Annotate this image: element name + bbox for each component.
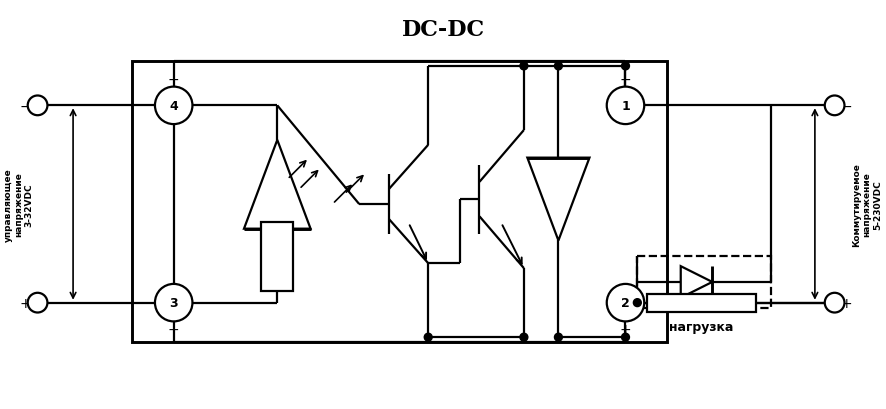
Text: −: − — [167, 72, 180, 87]
Text: нагрузка: нагрузка — [669, 320, 734, 333]
Circle shape — [607, 284, 644, 321]
Circle shape — [555, 63, 563, 71]
Circle shape — [825, 293, 844, 313]
Circle shape — [155, 284, 192, 321]
Text: 4: 4 — [169, 100, 178, 112]
Circle shape — [825, 96, 844, 116]
Text: 3: 3 — [169, 297, 178, 309]
Bar — [647, 294, 756, 312]
Text: Коммутируемое
напряжение
5-230VDC: Коммутируемое напряжение 5-230VDC — [852, 163, 882, 246]
Circle shape — [155, 88, 192, 125]
Text: управляющее
напряжение
3-32VDC: управляющее напряжение 3-32VDC — [4, 168, 34, 241]
Bar — [637, 257, 771, 308]
Circle shape — [424, 333, 432, 341]
Circle shape — [27, 293, 48, 313]
Text: +: + — [841, 296, 852, 310]
Circle shape — [622, 333, 629, 341]
Text: DC-DC: DC-DC — [401, 19, 485, 41]
Text: +: + — [19, 296, 32, 310]
Text: −: − — [619, 72, 632, 87]
Bar — [261, 222, 293, 291]
Text: 1: 1 — [621, 100, 630, 112]
Text: +: + — [167, 322, 180, 337]
Text: +: + — [619, 322, 632, 337]
Circle shape — [607, 88, 644, 125]
Circle shape — [520, 63, 528, 71]
Circle shape — [622, 63, 629, 71]
Text: −: − — [19, 99, 32, 113]
Circle shape — [27, 96, 48, 116]
Circle shape — [520, 333, 528, 341]
Text: 2: 2 — [621, 297, 630, 309]
Circle shape — [555, 333, 563, 341]
Text: −: − — [841, 99, 852, 113]
Circle shape — [633, 299, 641, 307]
Bar — [132, 62, 667, 342]
